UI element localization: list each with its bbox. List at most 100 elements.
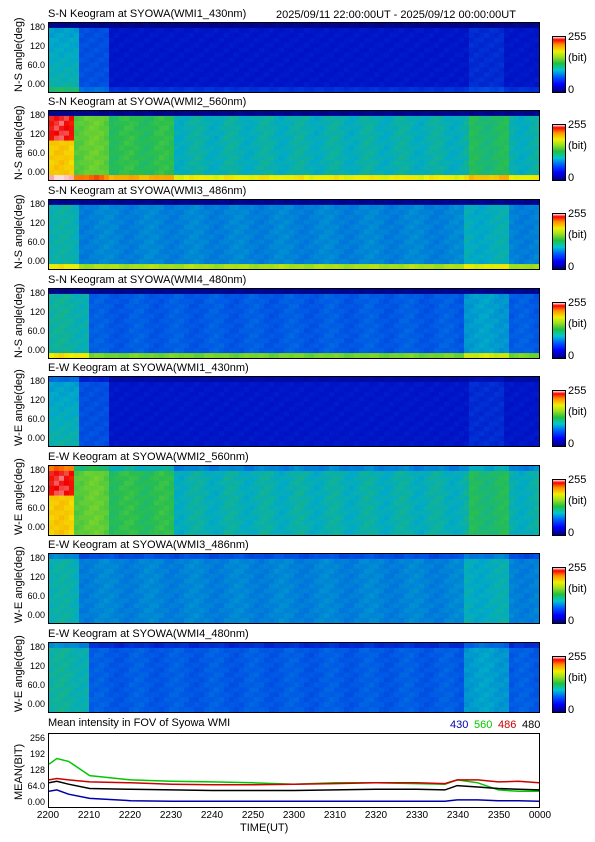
mean-y-tick: 192 (29, 749, 45, 759)
keogram-y-tick: 0.00 (27, 256, 45, 266)
colorbar (552, 302, 566, 359)
colorbar-unit-label: (bit) (568, 229, 587, 241)
mean-y-tick: 64.0 (27, 781, 45, 791)
colorbar-min-label: 0 (568, 261, 575, 273)
keogram-y-tick: 120 (29, 661, 45, 671)
keogram-image (48, 465, 540, 536)
colorbar (552, 36, 566, 93)
date-range: 2025/09/11 22:00:00UT - 2025/09/12 00:00… (276, 9, 516, 21)
keogram-y-tick: 0.00 (27, 610, 45, 620)
colorbar-unit-label: (bit) (568, 318, 587, 330)
mean-x-tick: 2310 (323, 810, 347, 821)
keogram-title: E-W Keogram at SYOWA(WMI1_430nm) (48, 362, 249, 374)
mean-y-tick: 0.00 (27, 797, 45, 807)
keogram-y-tick: 60.0 (27, 591, 45, 601)
keogram-y-tick: 0.00 (27, 433, 45, 443)
legend-560: 560 (474, 719, 493, 731)
keogram-y-tick: 60.0 (27, 326, 45, 336)
keogram-y-tick: 180 (29, 110, 45, 120)
series-line-430 (49, 789, 539, 803)
keogram-y-tick: 60.0 (27, 503, 45, 513)
keogram-title: S-N Keogram at SYOWA(WMI1_430nm) (48, 8, 247, 20)
keogram-heatmap (49, 643, 539, 712)
colorbar-min-label: 0 (568, 438, 575, 450)
legend-430: 430 (450, 719, 469, 731)
series-line-480 (49, 780, 539, 792)
colorbar (552, 124, 566, 181)
mean-x-tick: 2230 (159, 810, 183, 821)
keogram-y-tick: 120 (29, 484, 45, 494)
keogram-y-tick: 60.0 (27, 60, 45, 70)
colorbar (552, 656, 566, 713)
colorbar-min-label: 0 (568, 350, 575, 362)
keogram-image (48, 553, 540, 624)
series-line-486 (49, 777, 539, 786)
colorbar-min-label: 0 (568, 615, 575, 627)
keogram-image (48, 288, 540, 359)
colorbar-unit-label: (bit) (568, 406, 587, 418)
colorbar (552, 390, 566, 447)
colorbar-unit-label: (bit) (568, 52, 587, 64)
mean-x-axis-label: TIME(UT) (240, 822, 289, 834)
keogram-y-tick: 120 (29, 395, 45, 405)
keogram-y-tick: 180 (29, 376, 45, 386)
keogram-y-tick: 0.00 (27, 699, 45, 709)
mean-x-tick: 2340 (446, 810, 470, 821)
mean-x-tick: 0000 (528, 810, 552, 821)
colorbar-min-label: 0 (568, 172, 575, 184)
keogram-y-tick: 120 (29, 129, 45, 139)
keogram-title: S-N Keogram at SYOWA(WMI2_560nm) (48, 96, 247, 108)
keogram-y-tick: 60.0 (27, 237, 45, 247)
keogram-y-tick: 0.00 (27, 345, 45, 355)
keogram-y-tick: 120 (29, 572, 45, 582)
mean-y-tick: 256 (29, 733, 45, 743)
colorbar-min-label: 0 (568, 84, 575, 96)
colorbar-max-label: 255 (568, 297, 587, 309)
keogram-heatmap (49, 23, 539, 92)
colorbar-max-label: 255 (568, 385, 587, 397)
colorbar-max-label: 255 (568, 208, 587, 220)
keogram-heatmap (49, 289, 539, 358)
mean-panel-title: Mean intensity in FOV of Syowa WMI (48, 717, 231, 729)
colorbar-min-label: 0 (568, 704, 575, 716)
keogram-y-tick: 0.00 (27, 167, 45, 177)
colorbar-max-label: 255 (568, 562, 587, 574)
legend-480: 480 (522, 719, 541, 731)
keogram-title: E-W Keogram at SYOWA(WMI2_560nm) (48, 451, 249, 463)
colorbar-unit-label: (bit) (568, 672, 587, 684)
keogram-image (48, 110, 540, 181)
keogram-title: S-N Keogram at SYOWA(WMI3_486nm) (48, 185, 247, 197)
mean-y-tick: 128 (29, 765, 45, 775)
mean-x-tick: 2250 (241, 810, 265, 821)
keogram-y-tick: 180 (29, 553, 45, 563)
mean-x-tick: 2220 (118, 810, 142, 821)
keogram-title: E-W Keogram at SYOWA(WMI3_486nm) (48, 539, 249, 551)
keogram-y-tick: 180 (29, 642, 45, 652)
keogram-image (48, 376, 540, 447)
keogram-heatmap (49, 554, 539, 623)
colorbar-unit-label: (bit) (568, 495, 587, 507)
keogram-y-tick: 180 (29, 465, 45, 475)
keogram-heatmap (49, 377, 539, 446)
keogram-y-tick: 180 (29, 288, 45, 298)
mean-x-tick: 2240 (200, 810, 224, 821)
keogram-title: S-N Keogram at SYOWA(WMI4_480nm) (48, 274, 247, 286)
keogram-image (48, 199, 540, 270)
keogram-y-tick: 0.00 (27, 79, 45, 89)
keogram-y-tick: 0.00 (27, 522, 45, 532)
keogram-heatmap (49, 111, 539, 180)
keogram-y-tick: 60.0 (27, 414, 45, 424)
colorbar-unit-label: (bit) (568, 583, 587, 595)
colorbar-unit-label: (bit) (568, 140, 587, 152)
keogram-y-tick: 120 (29, 41, 45, 51)
colorbar-max-label: 255 (568, 474, 587, 486)
mean-x-tick: 2300 (282, 810, 306, 821)
keogram-y-tick: 180 (29, 22, 45, 32)
legend-486: 486 (498, 719, 517, 731)
colorbar-min-label: 0 (568, 527, 575, 539)
keogram-title: E-W Keogram at SYOWA(WMI4_480nm) (48, 628, 249, 640)
colorbar-max-label: 255 (568, 651, 587, 663)
colorbar (552, 213, 566, 270)
keogram-image (48, 642, 540, 713)
mean-line-chart (49, 757, 539, 803)
